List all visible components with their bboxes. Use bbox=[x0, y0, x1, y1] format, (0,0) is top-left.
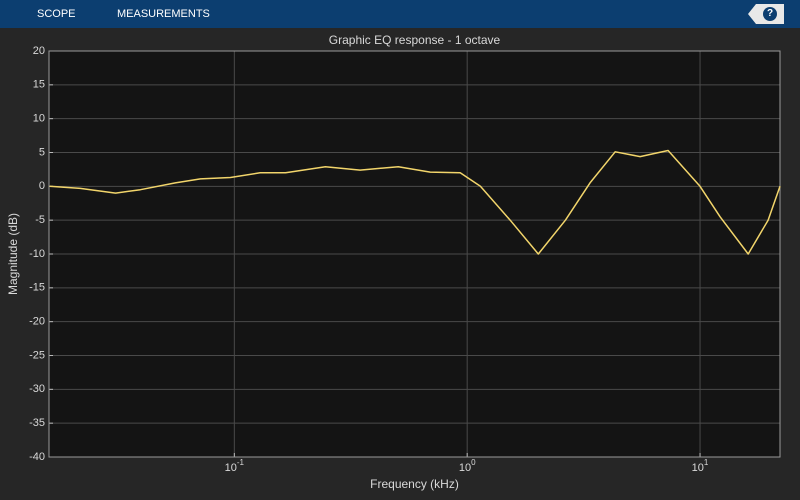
y-tick-label: -40 bbox=[29, 451, 45, 463]
x-tick-label: 100 bbox=[459, 458, 476, 474]
measurements-tab[interactable]: MEASUREMENTS bbox=[117, 8, 210, 20]
tick-exponent: 1 bbox=[704, 458, 709, 467]
y-tick-label: 5 bbox=[39, 146, 45, 158]
y-tick-label: -20 bbox=[29, 316, 45, 328]
y-tick-label: -35 bbox=[29, 417, 45, 429]
y-tick-label: 20 bbox=[33, 45, 45, 57]
tick-base: 10 bbox=[459, 462, 471, 474]
chart-title: Graphic EQ response - 1 octave bbox=[329, 33, 501, 47]
help-icon[interactable]: ? bbox=[763, 7, 777, 21]
y-tick-label: -15 bbox=[29, 282, 45, 294]
y-tick-label: -25 bbox=[29, 349, 45, 361]
plot-border bbox=[48, 50, 781, 458]
tick-exponent: -1 bbox=[237, 458, 245, 467]
y-tick-label: -5 bbox=[35, 214, 45, 226]
toolbar: SCOPE MEASUREMENTS ? bbox=[0, 0, 800, 28]
chart: Graphic EQ response - 1 octave Frequency… bbox=[6, 33, 781, 491]
y-axis-label: Magnitude (dB) bbox=[6, 213, 20, 295]
y-tick-label: 0 bbox=[39, 180, 45, 192]
scope-tab[interactable]: SCOPE bbox=[37, 8, 76, 20]
y-tick-label: -10 bbox=[29, 248, 45, 260]
y-tick-label: 15 bbox=[33, 79, 45, 91]
help-button[interactable]: ? bbox=[756, 4, 784, 24]
x-axis-label: Frequency (kHz) bbox=[370, 477, 459, 491]
tick-base: 10 bbox=[692, 462, 704, 474]
tick-base: 10 bbox=[225, 462, 237, 474]
x-tick-label: 10-1 bbox=[225, 458, 245, 474]
y-tick-label: 10 bbox=[33, 113, 45, 125]
x-tick-label: 101 bbox=[692, 458, 709, 474]
tick-exponent: 0 bbox=[471, 458, 476, 467]
response-line bbox=[49, 149, 781, 255]
help-notch bbox=[748, 4, 756, 24]
y-tick-label: -30 bbox=[29, 383, 45, 395]
